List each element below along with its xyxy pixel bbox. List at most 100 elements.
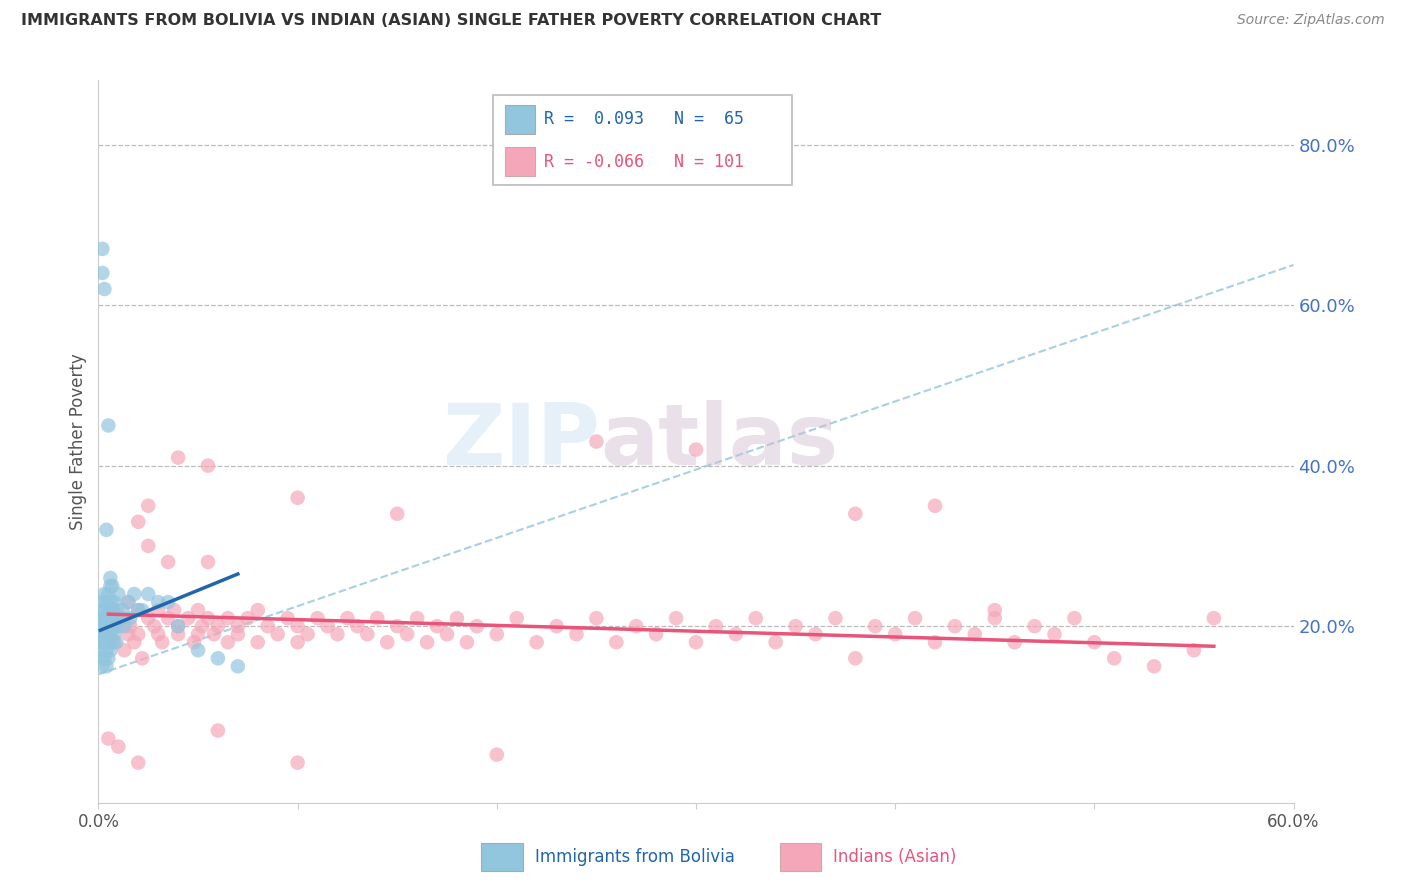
Point [456,635,478,649]
Point [98,571,122,585]
Point [943,619,966,633]
Point [93,635,115,649]
FancyBboxPatch shape [481,843,523,871]
Point [97,603,120,617]
Point [446,611,468,625]
Text: IMMIGRANTS FROM BOLIVIA VS INDIAN (ASIAN) SINGLE FATHER POVERTY CORRELATION CHAR: IMMIGRANTS FROM BOLIVIA VS INDIAN (ASIAN… [21,13,882,29]
Point [865,619,887,633]
Point [844,651,866,665]
Point [93,603,115,617]
Point [98,611,122,625]
Point [89,635,111,649]
Point [89,611,111,625]
Point [236,611,259,625]
Point [167,619,190,633]
Point [163,603,186,617]
Point [246,603,269,617]
Point [157,611,180,625]
Point [963,627,986,641]
Point [1104,651,1126,665]
Point [436,627,458,641]
Point [98,643,122,657]
Point [105,619,128,633]
Point [136,539,159,553]
Point [1083,635,1105,649]
Point [246,635,269,649]
Point [685,635,707,649]
Point [97,418,120,433]
Point [93,611,115,625]
Point [704,619,727,633]
Point [136,499,159,513]
Point [187,627,209,641]
Point [89,619,111,633]
Point [103,627,125,641]
Point [97,627,120,641]
Point [1202,611,1225,625]
Point [96,523,118,537]
Point [465,619,488,633]
Point [127,603,149,617]
Point [167,619,190,633]
Point [91,595,114,609]
Point [98,579,122,593]
Point [93,282,115,296]
Point [91,603,114,617]
Point [105,603,128,617]
Point [117,595,139,609]
Point [287,619,309,633]
Point [765,635,787,649]
Point [96,619,118,633]
Point [824,611,846,625]
Point [117,627,139,641]
Point [197,611,219,625]
Point [98,595,122,609]
Point [485,747,508,762]
Point [93,627,115,641]
Point [565,627,588,641]
Point [183,635,205,649]
Point [120,611,142,625]
Point [844,507,866,521]
Point [105,635,128,649]
Point [177,611,200,625]
Point [605,635,627,649]
Point [91,659,114,673]
Point [91,651,114,665]
Point [207,619,229,633]
Point [120,619,142,633]
Point [187,643,209,657]
Point [385,619,409,633]
Point [167,627,190,641]
Point [127,515,149,529]
Point [426,619,449,633]
Point [107,611,129,625]
Point [924,499,946,513]
Point [103,635,125,649]
Point [167,450,190,465]
Point [91,635,114,649]
Point [191,619,214,633]
Point [143,619,166,633]
Point [111,603,134,617]
Point [131,651,153,665]
Point [101,619,124,633]
Point [97,651,120,665]
Point [366,611,388,625]
Point [96,595,118,609]
Point [1024,619,1046,633]
Point [645,627,668,641]
Point [316,619,339,633]
Point [101,579,124,593]
Point [107,619,129,633]
Point [107,739,129,754]
Point [157,555,180,569]
Point [1043,627,1066,641]
Point [277,611,299,625]
Point [107,587,129,601]
Point [226,619,249,633]
Point [297,627,319,641]
Point [785,619,807,633]
Point [98,627,122,641]
Point [1004,635,1026,649]
